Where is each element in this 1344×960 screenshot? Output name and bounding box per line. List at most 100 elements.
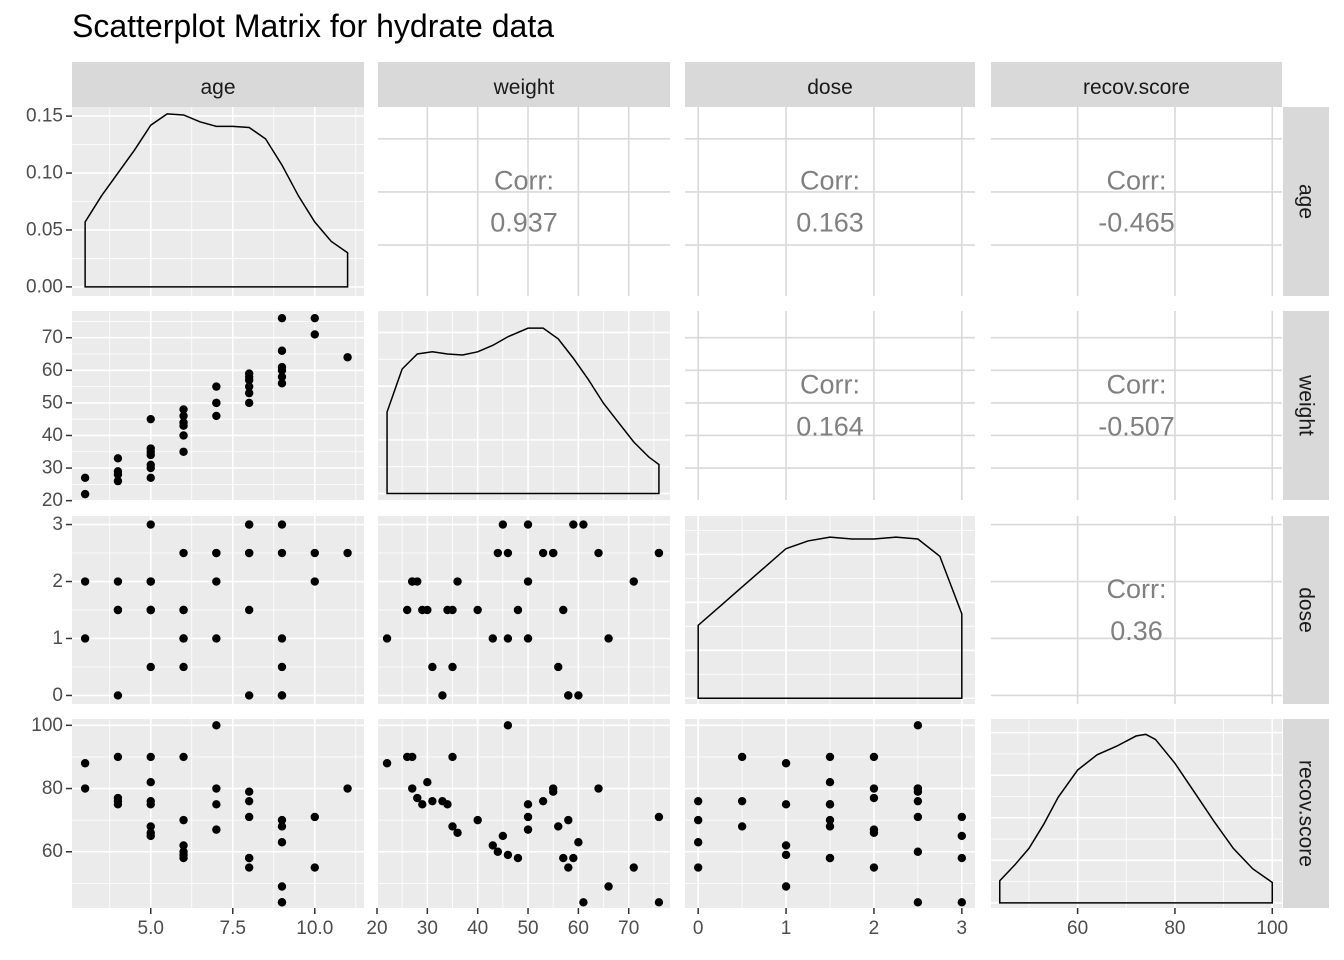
data-point <box>146 778 155 787</box>
data-point <box>423 778 432 787</box>
data-point <box>503 634 513 643</box>
data-point <box>413 793 422 803</box>
data-point <box>569 520 578 529</box>
data-point <box>277 520 287 529</box>
data-point <box>825 752 835 762</box>
data-point <box>781 841 791 850</box>
data-point <box>343 784 352 793</box>
data-point <box>408 577 417 586</box>
corr-value-age-recov-score: -0.465 <box>1098 208 1175 238</box>
data-point <box>493 847 503 856</box>
column-strip-recov-score <box>991 62 1282 107</box>
data-point <box>473 605 482 615</box>
data-point <box>488 841 497 850</box>
row-strip-recov-score <box>1283 719 1329 908</box>
data-point <box>554 662 563 672</box>
data-point <box>277 822 287 831</box>
chart-title: Scatterplot Matrix for hydrate data <box>72 8 554 44</box>
data-point <box>654 548 664 558</box>
data-point <box>212 784 221 793</box>
x-tick-label: 1 <box>781 918 792 939</box>
corr-value-weight-dose: 0.164 <box>796 412 864 442</box>
data-point <box>564 815 573 825</box>
column-strip-label-age: age <box>200 76 235 99</box>
data-point <box>179 662 188 672</box>
data-point <box>146 473 155 483</box>
data-point <box>594 548 603 558</box>
data-point <box>310 330 319 339</box>
data-point <box>559 853 568 863</box>
data-point <box>113 691 123 700</box>
data-point <box>569 853 578 863</box>
data-point <box>244 863 254 872</box>
data-point <box>869 793 879 803</box>
x-tick-label: 7.5 <box>220 918 246 939</box>
data-point <box>513 605 523 615</box>
data-point <box>146 662 155 672</box>
y-tick-label: 80 <box>42 778 63 799</box>
y-tick-label: 0.15 <box>26 106 63 127</box>
x-tick-label: 50 <box>517 918 538 939</box>
data-point <box>146 831 155 841</box>
y-tick-label: 1 <box>52 628 63 649</box>
data-point <box>212 548 221 558</box>
y-tick-label: 100 <box>31 715 63 736</box>
column-strip-label-dose: dose <box>807 76 853 99</box>
data-point <box>488 634 497 643</box>
data-point <box>80 489 90 499</box>
data-point <box>493 548 503 558</box>
data-point <box>113 577 123 586</box>
data-point <box>453 828 462 837</box>
column-strip-dose <box>685 62 975 107</box>
panel-recov-score-vs-recov-score <box>991 719 1282 908</box>
y-tick-label: 0.10 <box>26 163 63 184</box>
y-tick-label: 60 <box>42 360 63 381</box>
data-point <box>80 473 90 483</box>
x-tick-label: 2 <box>869 918 880 939</box>
data-point <box>438 691 447 700</box>
x-tick-label: 80 <box>1164 918 1185 939</box>
data-point <box>693 863 703 872</box>
data-point <box>277 372 287 382</box>
data-point <box>113 454 123 463</box>
data-point <box>448 662 457 672</box>
data-point <box>212 634 221 643</box>
data-point <box>448 605 457 615</box>
data-point <box>244 369 254 378</box>
data-point <box>579 520 588 529</box>
data-point <box>629 577 638 586</box>
density-curve-age <box>84 113 349 288</box>
x-tick-label: 5.0 <box>138 918 164 939</box>
data-point <box>310 577 319 586</box>
data-point <box>179 447 188 456</box>
data-point <box>538 796 548 806</box>
data-point <box>498 831 508 841</box>
data-point <box>574 691 583 700</box>
panel-recov-score-vs-weight <box>378 719 670 908</box>
data-point <box>523 634 533 643</box>
y-tick-label: 20 <box>42 490 63 511</box>
data-point <box>408 784 417 793</box>
corr-label: Corr: <box>800 370 860 400</box>
data-point <box>604 882 613 891</box>
data-point <box>869 784 879 793</box>
row-strip-label-recov-score: recov.score <box>1295 760 1318 867</box>
y-tick-label: 0.00 <box>26 276 63 297</box>
data-point <box>310 812 319 822</box>
x-tick-label: 10.0 <box>296 918 333 939</box>
data-point <box>113 467 123 476</box>
data-point <box>244 812 254 822</box>
data-point <box>428 796 437 806</box>
data-point <box>179 405 188 414</box>
data-point <box>146 800 155 809</box>
data-point <box>428 662 437 672</box>
data-point <box>212 382 221 391</box>
data-point <box>549 787 558 796</box>
data-point <box>448 752 457 762</box>
data-point <box>277 815 287 825</box>
data-point <box>957 831 967 841</box>
row-strip-weight <box>1283 311 1329 500</box>
data-point <box>564 863 573 872</box>
data-point <box>503 721 513 730</box>
column-strip-label-recov-score: recov.score <box>1083 76 1190 99</box>
